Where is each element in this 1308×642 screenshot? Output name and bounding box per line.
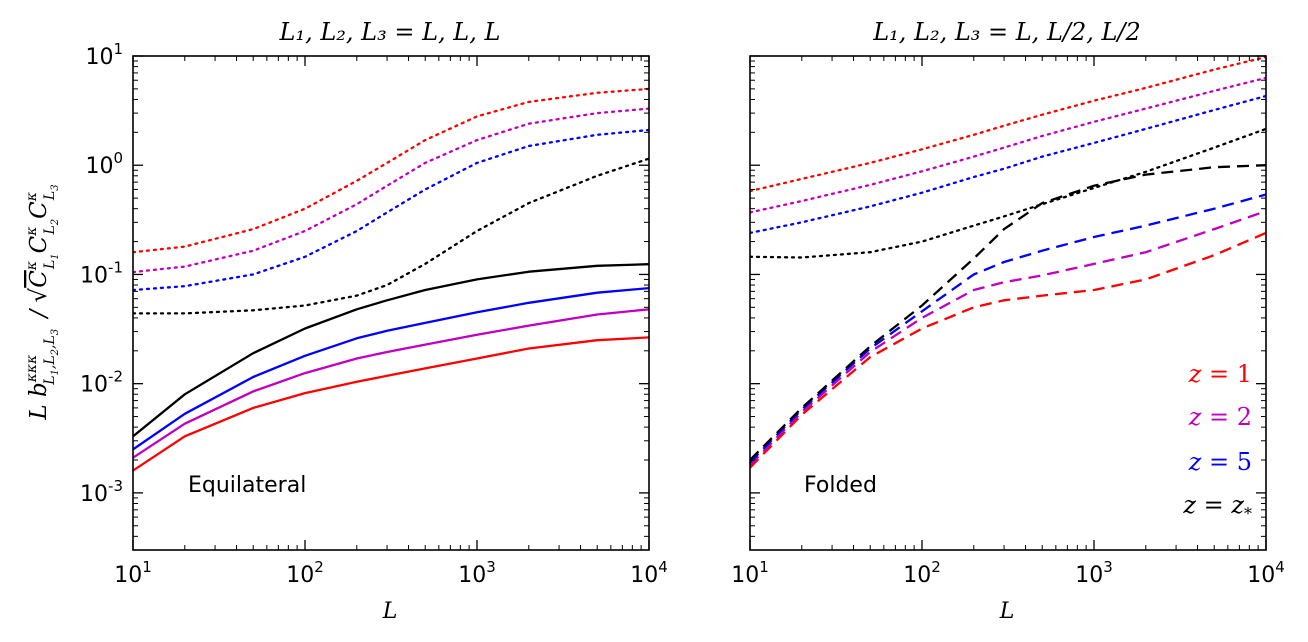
x-tick-label: 104 bbox=[1247, 558, 1285, 588]
x-tick-label: 102 bbox=[286, 558, 324, 588]
x-tick-label: 101 bbox=[114, 558, 152, 588]
series-line-1 bbox=[750, 210, 1266, 466]
y-tick-label: 10-2 bbox=[80, 368, 123, 398]
x-tick-label: 101 bbox=[731, 558, 769, 588]
series-line-5 bbox=[133, 107, 649, 274]
series-group bbox=[133, 87, 649, 472]
x-tick-label: 103 bbox=[458, 558, 496, 588]
plot-area-equilateral: 101 102 103 104 10-3 10-2 10-1 100 101 bbox=[80, 40, 668, 588]
legend: z = 1 z = 2 z = 5 z = z* bbox=[1182, 360, 1252, 523]
series-line-7 bbox=[133, 157, 649, 315]
y-tick-label: 101 bbox=[85, 40, 123, 70]
legend-entry-z2: z = 2 bbox=[1188, 403, 1252, 431]
x-axis-label-folded: L bbox=[999, 599, 1015, 624]
x-axis-label-equilateral: L bbox=[382, 599, 398, 624]
annotation-equilateral: Equilateral bbox=[188, 473, 306, 498]
legend-entry-z5: z = 5 bbox=[1188, 448, 1252, 476]
plot-area-folded: 101 102 103 104 bbox=[731, 55, 1285, 588]
series-line-2 bbox=[133, 286, 649, 451]
y-tick-label: 10-1 bbox=[80, 258, 123, 288]
series-group bbox=[750, 56, 1266, 469]
series-line-0 bbox=[133, 336, 649, 472]
y-axis-label: L bκκκ L1,L2,L3 / √Cκ L1Cκ L2Cκ L3 bbox=[24, 184, 61, 420]
series-line-3 bbox=[133, 263, 649, 438]
y-tick-label: 100 bbox=[85, 149, 123, 179]
x-tick-label: 104 bbox=[630, 558, 668, 588]
series-line-3 bbox=[750, 164, 1266, 461]
axes-frame bbox=[749, 55, 1267, 551]
series-line-6 bbox=[133, 128, 649, 292]
series-line-6 bbox=[750, 94, 1266, 235]
y-tick-label: 10-3 bbox=[80, 477, 123, 507]
series-line-2 bbox=[750, 193, 1266, 464]
panel-title-folded: L₁, L₂, L₃ = L, L/2, L/2 bbox=[872, 18, 1141, 46]
series-line-1 bbox=[133, 308, 649, 459]
legend-entry-z1: z = 1 bbox=[1188, 360, 1252, 388]
series-line-4 bbox=[750, 56, 1266, 193]
series-line-0 bbox=[750, 231, 1266, 469]
panel-title-equilateral: L₁, L₂, L₃ = L, L, L bbox=[279, 18, 501, 46]
series-line-5 bbox=[750, 76, 1266, 214]
series-line-4 bbox=[133, 87, 649, 254]
annotation-folded: Folded bbox=[804, 473, 877, 498]
equilateral-panel: L₁, L₂, L₃ = L, L, L 101 102 103 104 10-3 10-… bbox=[80, 18, 668, 624]
axes-frame bbox=[132, 55, 650, 551]
series-line-7 bbox=[750, 127, 1266, 259]
x-tick-label: 102 bbox=[903, 558, 941, 588]
legend-entry-zstar: z = z* bbox=[1182, 491, 1252, 523]
x-tick-label: 103 bbox=[1075, 558, 1113, 588]
folded-panel: L₁, L₂, L₃ = L, L/2, L/2 101 102 103 104 Fo… bbox=[731, 18, 1285, 624]
